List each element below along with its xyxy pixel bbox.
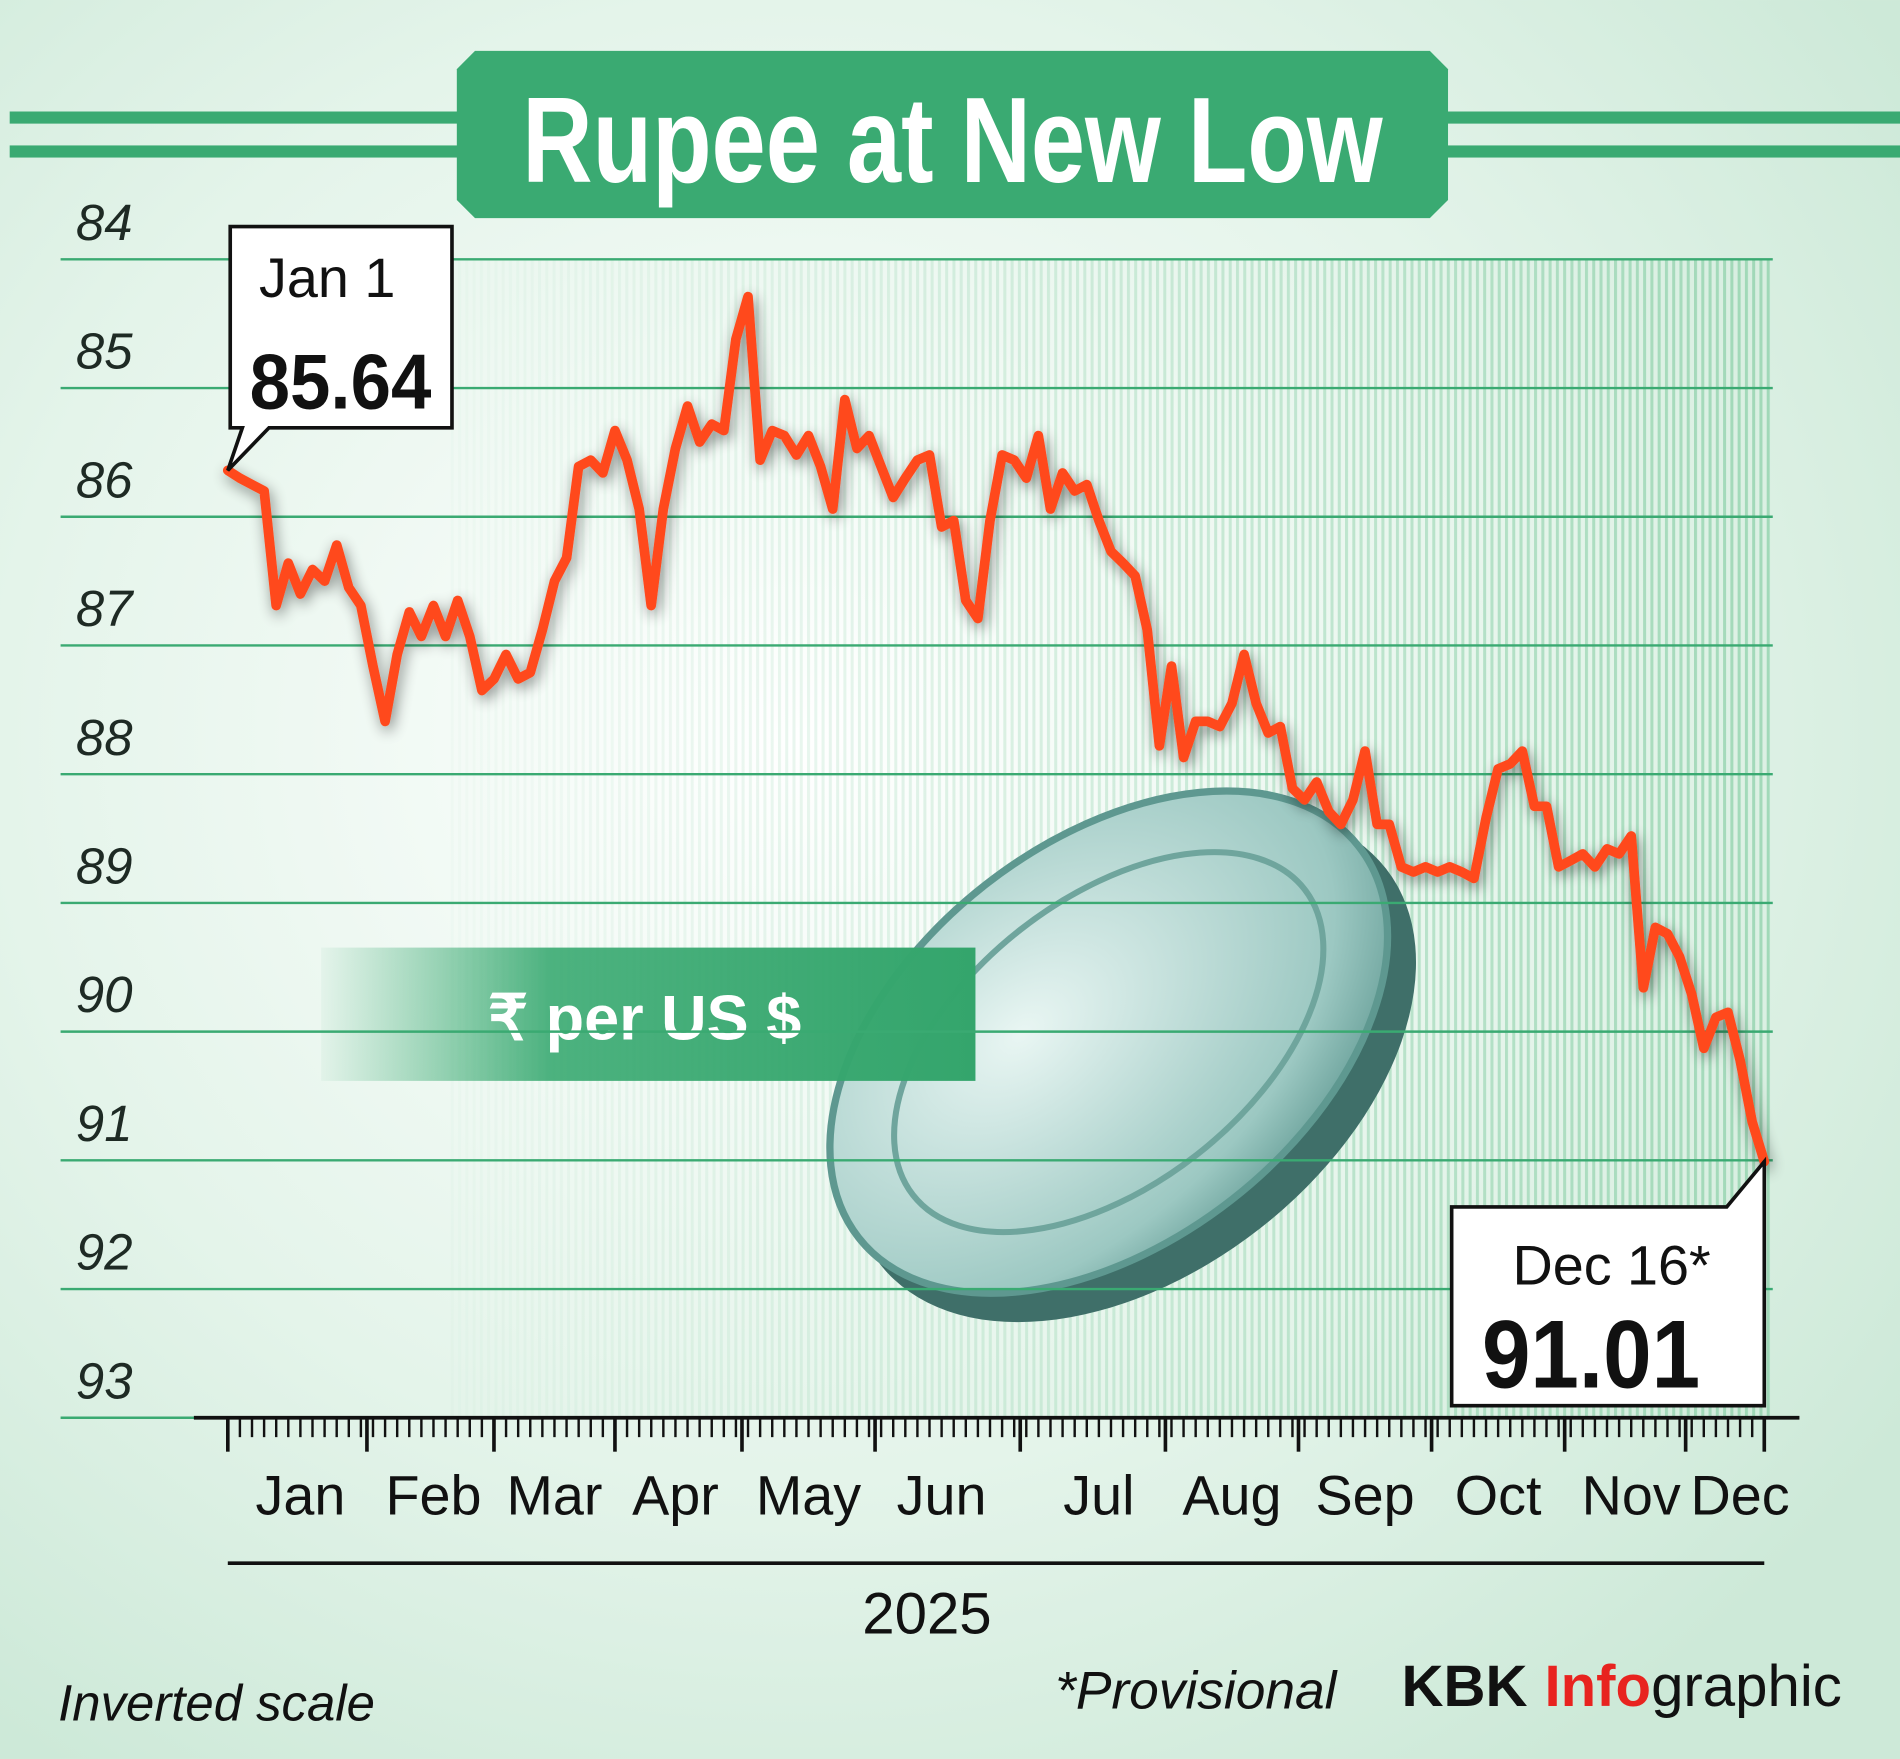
callout-box	[1449, 1156, 1767, 1408]
annotation-label: Jan 1	[259, 247, 395, 309]
footnote: *Provisional	[1055, 1662, 1339, 1721]
x-tick-label: Jan	[255, 1465, 345, 1527]
rate-line	[222, 291, 1770, 1167]
y-tick-label: 88	[76, 709, 133, 766]
annotations: Jan 1 85.64 Dec 16*91.01	[226, 224, 1767, 1408]
annotation-value: 91.01	[1482, 1299, 1700, 1408]
title-banner: Rupee at New Low	[9, 50, 1900, 219]
x-tick-label: Nov	[1582, 1465, 1681, 1527]
x-tick-label: Feb	[385, 1465, 481, 1527]
y-tick-label: 93	[76, 1352, 133, 1409]
x-tick-label: Aug	[1182, 1465, 1281, 1527]
unit-label: ₹ per US $	[488, 984, 801, 1054]
x-tick-label: Sep	[1315, 1465, 1414, 1527]
y-tick-label: 91	[76, 1095, 133, 1152]
x-tick-label: Jul	[1063, 1465, 1134, 1527]
coin-decor	[826, 787, 1417, 1323]
callout-box	[226, 224, 454, 472]
x-tick-label: May	[756, 1465, 861, 1527]
unit-box	[321, 947, 976, 1081]
x-tick-label: Dec	[1691, 1465, 1790, 1527]
x-axis-label: 2025	[862, 1581, 991, 1646]
chart-title: Rupee at New Low	[522, 72, 1383, 208]
y-tick-label: 84	[76, 194, 133, 251]
annotation-value: 85.64	[250, 339, 432, 425]
y-tick-label: 92	[76, 1224, 133, 1281]
x-tick-label: Jun	[897, 1465, 987, 1527]
y-tick-label: 89	[76, 838, 133, 895]
plot	[222, 291, 1770, 1167]
x-axis: Jan Feb Mar Apr May Jun Jul Aug Sep Oct Nov Dec	[193, 1415, 1800, 1527]
annotation-label: Dec 16*	[1512, 1234, 1710, 1296]
x-tick-label: Apr	[632, 1465, 719, 1527]
source-brand: KBK	[1402, 1654, 1528, 1719]
source-highlight: Info	[1545, 1654, 1652, 1719]
scale-note: Inverted scale	[58, 1675, 375, 1732]
y-tick-label: 86	[76, 451, 133, 508]
y-tick-label: 85	[76, 323, 133, 380]
y-tick-label: 90	[76, 966, 133, 1023]
x-tick-label: Mar	[506, 1465, 602, 1527]
x-tick-label: Oct	[1455, 1465, 1542, 1527]
source-rest: graphic	[1651, 1654, 1842, 1719]
y-tick-label: 87	[76, 580, 134, 637]
source: KBK Infographic	[1402, 1654, 1842, 1719]
